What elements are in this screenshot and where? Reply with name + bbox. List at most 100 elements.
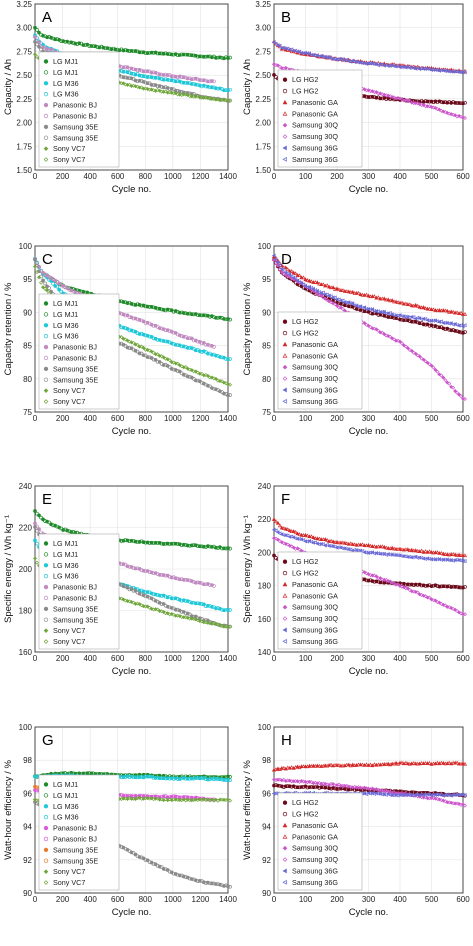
legend-marker bbox=[282, 627, 287, 633]
data-point bbox=[37, 527, 41, 531]
y-tick-label: 90 bbox=[23, 889, 32, 898]
data-point bbox=[171, 360, 176, 365]
legend-label: LG M36 bbox=[53, 572, 79, 581]
data-point bbox=[336, 763, 342, 767]
legend-marker bbox=[282, 319, 288, 324]
data-point bbox=[407, 588, 412, 593]
data-point bbox=[419, 548, 424, 553]
x-tick-label: 600 bbox=[111, 172, 125, 181]
legend-marker bbox=[43, 135, 49, 140]
y-tick-label: 1.75 bbox=[16, 142, 32, 151]
legend-label: LG HG2 bbox=[292, 810, 318, 819]
x-tick-label: 400 bbox=[393, 895, 407, 904]
data-point bbox=[33, 257, 37, 262]
data-point bbox=[392, 95, 397, 100]
y-tick-label: 92 bbox=[262, 856, 271, 865]
y-tick-label: 240 bbox=[19, 482, 33, 491]
panel-G: 0 200 400 600 800 1000 1200 1400 90 92 94 96 98 100 Cy… bbox=[3, 723, 237, 918]
x-tick-label: 500 bbox=[425, 654, 439, 663]
data-point bbox=[41, 278, 45, 283]
data-point bbox=[437, 99, 442, 104]
data-point bbox=[340, 306, 345, 311]
data-point bbox=[325, 297, 330, 302]
data-point bbox=[399, 341, 404, 346]
data-point bbox=[277, 64, 282, 69]
legend-marker bbox=[43, 399, 49, 404]
data-point bbox=[374, 327, 379, 332]
y-tick-label: 75 bbox=[23, 408, 32, 417]
data-point bbox=[378, 576, 383, 581]
data-point bbox=[435, 760, 440, 765]
x-tick-label: 1200 bbox=[192, 654, 210, 663]
data-point bbox=[372, 294, 377, 298]
data-point bbox=[462, 761, 468, 766]
data-point bbox=[344, 57, 349, 62]
data-point bbox=[451, 607, 456, 612]
data-point bbox=[372, 573, 377, 578]
data-point bbox=[362, 785, 367, 790]
data-point bbox=[45, 288, 50, 293]
legend-marker bbox=[43, 563, 49, 568]
x-tick-label: 1000 bbox=[164, 895, 182, 904]
data-point bbox=[350, 58, 355, 63]
data-point bbox=[297, 547, 302, 552]
data-point bbox=[411, 350, 416, 355]
y-tick-label: 98 bbox=[23, 756, 32, 765]
data-point bbox=[443, 110, 448, 115]
data-point bbox=[211, 96, 216, 101]
legend-marker bbox=[43, 617, 49, 622]
data-point bbox=[181, 344, 186, 349]
data-point bbox=[129, 340, 134, 345]
legend-marker bbox=[282, 134, 288, 139]
data-point bbox=[301, 533, 306, 537]
data-point bbox=[399, 760, 405, 765]
legend-label: LG MJ1 bbox=[53, 68, 78, 77]
x-tick-label: 400 bbox=[393, 414, 407, 423]
x-tick-label: 0 bbox=[272, 172, 277, 181]
x-tick-label: 600 bbox=[456, 172, 470, 181]
legend-label: Panasonic GA bbox=[292, 832, 338, 841]
data-point bbox=[311, 535, 316, 540]
data-point bbox=[228, 798, 233, 803]
data-point bbox=[462, 311, 468, 316]
y-tick-label: 94 bbox=[262, 823, 271, 832]
data-point bbox=[283, 65, 288, 70]
y-axis-label: Capacity retention / % bbox=[242, 282, 253, 375]
data-point bbox=[463, 330, 467, 334]
legend-label: LG M36 bbox=[53, 79, 79, 88]
data-point bbox=[462, 792, 467, 798]
data-point bbox=[311, 286, 315, 291]
legend-marker bbox=[282, 353, 288, 358]
data-point bbox=[301, 764, 306, 768]
data-point bbox=[431, 105, 436, 110]
data-point bbox=[390, 545, 395, 550]
data-point bbox=[159, 354, 164, 359]
legend-marker bbox=[43, 146, 49, 151]
legend-marker bbox=[43, 344, 49, 350]
x-tick-label: 200 bbox=[56, 414, 70, 423]
data-point bbox=[35, 42, 39, 47]
data-point bbox=[431, 307, 436, 312]
legend-label: LG M36 bbox=[53, 561, 79, 570]
data-point bbox=[445, 308, 450, 313]
data-point bbox=[427, 104, 432, 109]
data-point bbox=[175, 361, 180, 366]
panel-E: 0 200 400 600 800 1000 1200 1400 160 180 200 220 240… bbox=[3, 482, 237, 677]
data-point bbox=[33, 35, 37, 39]
data-point bbox=[228, 357, 232, 361]
legend-label: LG HG2 bbox=[292, 569, 318, 578]
data-point bbox=[387, 310, 392, 316]
data-point bbox=[462, 397, 467, 402]
data-point bbox=[372, 762, 377, 767]
data-point bbox=[228, 317, 232, 322]
data-point bbox=[121, 336, 126, 341]
data-point bbox=[360, 762, 365, 767]
data-point bbox=[275, 520, 281, 525]
y-axis-label: Specific energy / Wh kg⁻¹ bbox=[3, 515, 14, 623]
data-point bbox=[155, 796, 160, 801]
data-point bbox=[271, 517, 277, 521]
data-point bbox=[383, 62, 388, 67]
data-point bbox=[137, 540, 142, 544]
data-point bbox=[315, 291, 320, 296]
legend-label: LG HG2 bbox=[292, 317, 318, 326]
